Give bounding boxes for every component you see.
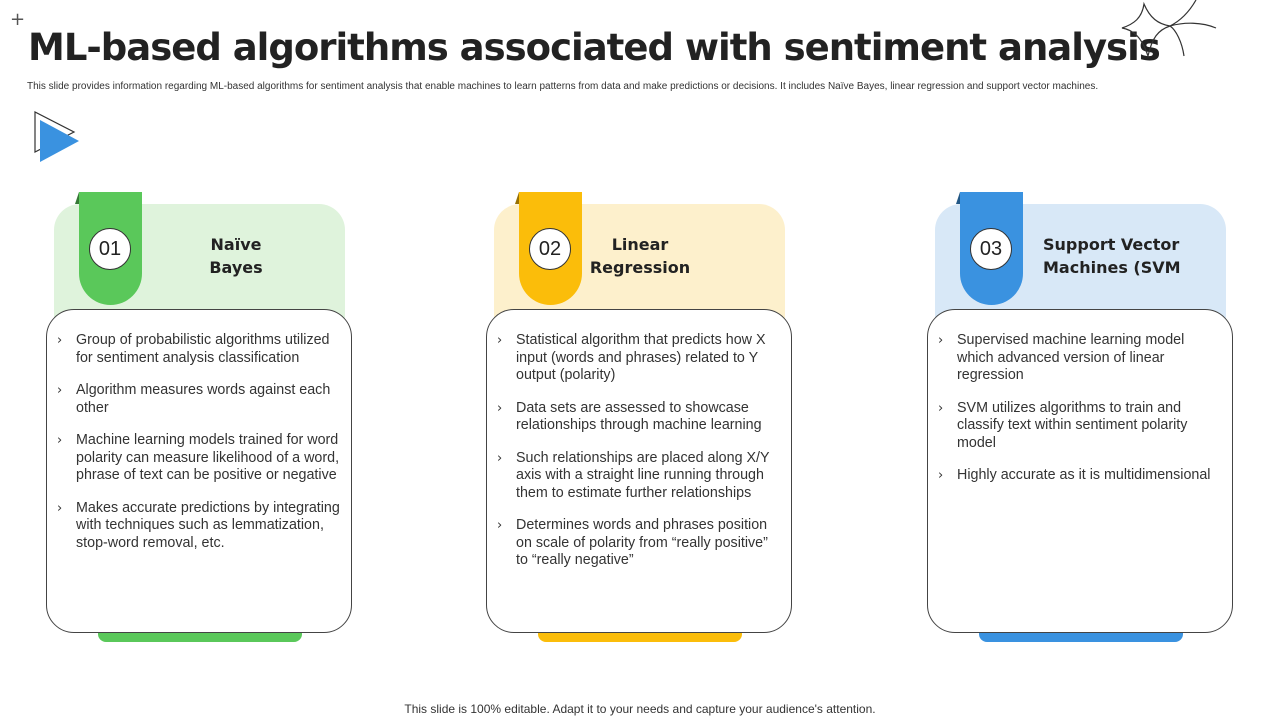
chevron-right-icon: › — [497, 518, 503, 533]
card-body: › Supervised machine learning model which… — [927, 309, 1233, 633]
algorithm-card-naive-bayes: 01 Naïve Bayes › Group of probabilistic a… — [46, 192, 356, 644]
bullet-list: › Supervised machine learning model which… — [928, 310, 1232, 485]
chevron-right-icon: › — [57, 500, 63, 516]
chevron-right-icon: › — [497, 400, 503, 416]
card-title: Linear Regression — [582, 233, 698, 279]
bullet-text: Machine learning models trained for word… — [76, 432, 340, 483]
card-title: Naïve Bayes — [176, 233, 296, 279]
bullet-text: Group of probabilistic algorithms utiliz… — [76, 332, 330, 366]
chevron-right-icon: › — [497, 450, 503, 466]
card-title-line2: Regression — [589, 258, 691, 277]
bullet-text: Statistical algorithm that predicts how … — [516, 332, 766, 383]
chevron-right-icon: › — [497, 333, 503, 348]
list-item: › Such relationships are placed along X/Y… — [497, 450, 781, 503]
bullet-text: Supervised machine learning model which … — [957, 332, 1185, 383]
chevron-right-icon: › — [938, 333, 944, 348]
bullet-text: SVM utilizes algorithms to train and cla… — [957, 399, 1188, 451]
bullet-text: Makes accurate predictions by integratin… — [76, 499, 340, 551]
chevron-right-icon: › — [57, 333, 63, 348]
page-title: ML-based algorithms associated with sent… — [28, 26, 1161, 69]
bullet-text: Such relationships are placed along X/Y … — [516, 449, 770, 501]
card-title: Support Vector Machines (SVM — [1043, 233, 1213, 279]
list-item: › Makes accurate predictions by integrati… — [57, 500, 341, 553]
card-title-line2: Bayes — [209, 258, 263, 277]
card-title-line1: Linear — [611, 235, 669, 254]
chevron-right-icon: › — [938, 468, 944, 483]
play-icon[interactable] — [32, 110, 82, 166]
list-item: › Data sets are assessed to showcase rela… — [497, 400, 781, 435]
card-number: 01 — [89, 228, 131, 270]
card-body: › Group of probabilistic algorithms utili… — [46, 309, 352, 633]
bullet-list: › Group of probabilistic algorithms utili… — [47, 310, 351, 552]
card-number: 02 — [529, 228, 571, 270]
plus-icon: + — [10, 9, 26, 30]
chevron-right-icon: › — [57, 433, 63, 448]
chevron-right-icon: › — [57, 383, 63, 398]
list-item: › SVM utilizes algorithms to train and cl… — [938, 400, 1222, 453]
list-item: › Algorithm measures words against each o… — [57, 382, 341, 417]
algorithm-card-svm: 03 Support Vector Machines (SVM › Supervi… — [927, 192, 1237, 644]
card-title-line2: Machines (SVM — [1043, 258, 1181, 277]
bullet-text: Highly accurate as it is multidimensiona… — [957, 467, 1211, 483]
list-item: › Highly accurate as it is multidimension… — [938, 467, 1222, 485]
list-item: › Statistical algorithm that predicts how… — [497, 332, 781, 385]
bullet-text: Data sets are assessed to showcase relat… — [516, 399, 762, 434]
bullet-text: Algorithm measures words against each ot… — [76, 382, 331, 416]
list-item: › Determines words and phrases position o… — [497, 517, 781, 570]
sparkle-star-icon — [1121, 0, 1217, 59]
card-title-line1: Naïve — [210, 235, 262, 254]
ribbon-fold — [515, 192, 519, 204]
list-item: › Group of probabilistic algorithms utili… — [57, 332, 341, 367]
card-number: 03 — [970, 228, 1012, 270]
ribbon-fold — [75, 192, 79, 204]
footer-note: This slide is 100% editable. Adapt it to… — [404, 702, 876, 716]
list-item: › Supervised machine learning model which… — [938, 332, 1222, 385]
card-body: › Statistical algorithm that predicts how… — [486, 309, 792, 633]
algorithm-card-linear-regression: 02 Linear Regression › Statistical algori… — [486, 192, 796, 644]
list-item: › Machine learning models trained for wor… — [57, 432, 341, 485]
chevron-right-icon: › — [938, 400, 944, 416]
card-title-line1: Support Vector — [1043, 235, 1180, 254]
bullet-list: › Statistical algorithm that predicts how… — [487, 310, 791, 570]
ribbon-fold — [956, 192, 960, 204]
bullet-text: Determines words and phrases position on… — [516, 517, 768, 568]
page-subtitle: This slide provides information regardin… — [27, 81, 1099, 92]
